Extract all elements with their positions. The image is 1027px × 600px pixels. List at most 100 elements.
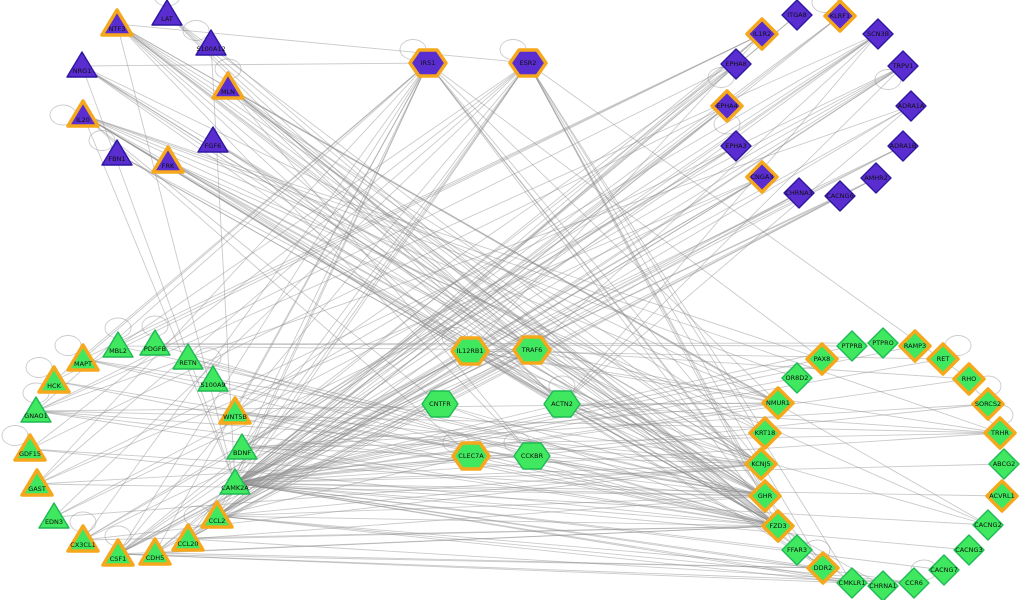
node-KRT18[interactable] [748,416,782,450]
node-AMHR2[interactable] [860,162,892,194]
node-ADRA1A[interactable] [895,90,927,122]
edge-CDH5-FZD3 [154,525,779,554]
edge-IL20-GHR [82,114,766,497]
node-CNTFR[interactable] [421,390,459,418]
edge-NRG1-TRAF6 [81,65,533,351]
node-CMKLR1[interactable] [836,567,868,599]
node-ITGA8[interactable] [781,0,813,31]
edge-ADRA1A-CCL2 [216,105,912,517]
node-ACTN2[interactable] [543,390,581,418]
node-NMUR1[interactable] [761,386,795,420]
node-CCR6[interactable] [898,567,930,599]
node-MBL2[interactable] [102,331,134,358]
node-EPHA3[interactable] [720,130,752,162]
edge-IRS1-BDNF [241,62,429,449]
node-IL20[interactable] [66,99,100,128]
node-DDR2[interactable] [806,551,840,585]
node-GDF15[interactable] [13,433,47,462]
edge-FRK-KCNJ5 [167,160,762,465]
node-GNAO1[interactable] [20,396,52,423]
node-FRK[interactable] [151,145,185,174]
edge-IRS1-CX3CL1 [82,62,429,541]
node-PDGFB[interactable] [139,329,171,356]
node-CCKBR[interactable] [513,442,551,470]
node-FGF6[interactable] [197,126,229,153]
node-RHO[interactable] [952,362,986,396]
node-CDH5[interactable] [138,537,172,566]
node-CSF1[interactable] [101,538,135,567]
node-FFAR3[interactable] [781,534,813,566]
node-GHR[interactable] [748,479,782,513]
node-KCNJ5[interactable] [744,447,778,481]
edge-PDGFB-PTPRB [154,343,853,347]
node-SORCS2[interactable] [971,387,1005,421]
node-TRAF6[interactable] [512,335,552,365]
node-CACNG3[interactable] [953,534,985,566]
node-RAMP3[interactable] [898,329,932,363]
node-HCK[interactable] [37,365,71,394]
edge-TRAF6-GHR [531,349,766,497]
node-ABCG2[interactable] [988,448,1020,480]
node-ADRA1B[interactable] [887,130,919,162]
edge-EDN3-KCNJ5 [53,463,762,518]
node-S100A12[interactable] [195,29,227,56]
node-PTPRB[interactable] [836,330,868,362]
node-CX3CL1[interactable] [66,524,100,553]
edge-ESR2-CSF1 [117,62,529,555]
node-CACNG2[interactable] [972,509,1004,541]
node-OR8D2[interactable] [781,362,813,394]
node-TRPV1[interactable] [887,50,919,82]
node-EDN3[interactable] [38,502,70,529]
node-RET[interactable] [926,342,960,376]
edge-IL12RB1-CSF1 [117,350,471,555]
edge-IRS1-GNAO1 [35,62,429,412]
node-CHRNA1[interactable] [867,570,899,600]
node-GAST[interactable] [20,468,54,497]
edge-WNT5B-GHR [234,411,766,497]
node-IL12RB1[interactable] [450,336,490,366]
node-S100A9[interactable] [197,365,229,392]
edge-IRS1-DDR2 [427,62,824,569]
node-NRG1[interactable] [66,51,98,78]
node-CLEC7A[interactable] [451,441,491,471]
edge-CNGA3-CAMK2A [234,176,763,484]
node-LAT[interactable] [151,0,183,26]
node-CACNG7[interactable] [928,554,960,586]
node-PTPRO[interactable] [867,327,899,359]
node-CAMK2A[interactable] [219,468,251,495]
edge-S100A12-FZD3 [210,43,779,527]
edge-IRS1-FZD3 [427,62,779,527]
node-KLRF1[interactable] [823,0,857,33]
edge-CAMK2A-ACVRL1 [234,482,1003,497]
node-EPHA8[interactable] [720,48,752,80]
edge-CAMK2A-CACNG3 [234,482,970,551]
node-TRHR[interactable] [983,416,1017,450]
node-PAX8[interactable] [805,342,839,376]
node-ESR2[interactable] [508,48,548,78]
node-RETN[interactable] [172,343,204,370]
edge-TRPV1-CCL2 [216,65,904,517]
edge-CHRNA3-CCL20 [187,192,800,540]
node-CNGA3[interactable] [745,160,779,194]
node-FZD3[interactable] [761,509,795,543]
node-CACNG6[interactable] [824,180,856,212]
node-CCL20[interactable] [171,523,205,552]
node-MLN[interactable] [211,71,245,100]
node-IL1R2[interactable] [745,17,779,51]
node-WNT5B[interactable] [218,396,252,425]
edge-TRPV1-ACTN2 [561,65,904,405]
node-BDNF[interactable] [226,433,258,460]
edge-CAMK2A-CMKLR1 [234,482,853,584]
node-CHRNA3[interactable] [783,177,815,209]
edge-TRPV1-CX3CL1 [82,65,904,541]
node-FBN1[interactable] [101,139,133,166]
node-MAPT[interactable] [66,343,100,372]
edge-ESR2-CAMK2A [234,62,529,484]
edge-ESR2-BDNF [241,62,529,449]
node-SCN3B[interactable] [862,18,894,50]
node-IRS1[interactable] [408,48,448,78]
node-ACVRL1[interactable] [985,479,1019,513]
node-CCL2[interactable] [200,500,234,529]
node-EPHA4[interactable] [710,89,744,123]
node-NTF3[interactable] [100,8,134,37]
